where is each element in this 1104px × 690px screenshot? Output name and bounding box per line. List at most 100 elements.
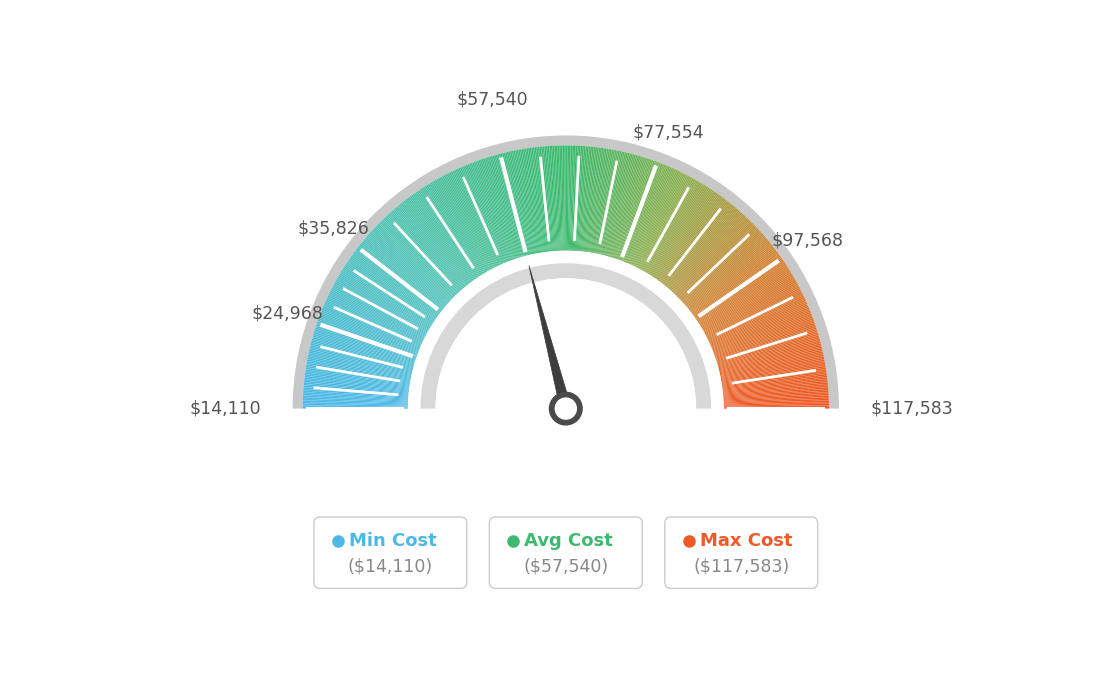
Wedge shape bbox=[582, 147, 594, 252]
Wedge shape bbox=[407, 250, 724, 408]
Wedge shape bbox=[671, 213, 743, 292]
Wedge shape bbox=[602, 152, 626, 255]
Wedge shape bbox=[541, 146, 552, 251]
Wedge shape bbox=[302, 405, 407, 408]
Wedge shape bbox=[678, 223, 753, 297]
Wedge shape bbox=[564, 146, 565, 250]
Wedge shape bbox=[302, 394, 408, 401]
Wedge shape bbox=[496, 155, 524, 257]
Wedge shape bbox=[723, 394, 829, 401]
Wedge shape bbox=[713, 315, 813, 353]
Wedge shape bbox=[553, 146, 559, 251]
Wedge shape bbox=[304, 381, 408, 393]
Wedge shape bbox=[723, 382, 828, 394]
Wedge shape bbox=[718, 335, 819, 366]
Wedge shape bbox=[302, 404, 408, 406]
Wedge shape bbox=[304, 387, 408, 397]
Wedge shape bbox=[327, 297, 423, 342]
Wedge shape bbox=[722, 368, 826, 385]
Wedge shape bbox=[601, 152, 625, 255]
Wedge shape bbox=[723, 400, 829, 404]
Wedge shape bbox=[414, 193, 476, 279]
Wedge shape bbox=[376, 225, 453, 299]
Wedge shape bbox=[595, 150, 617, 254]
Wedge shape bbox=[590, 148, 607, 253]
Wedge shape bbox=[305, 371, 410, 387]
Text: ($117,583): ($117,583) bbox=[693, 558, 789, 575]
Wedge shape bbox=[709, 297, 805, 342]
Wedge shape bbox=[634, 171, 681, 266]
Wedge shape bbox=[722, 366, 826, 384]
Wedge shape bbox=[647, 183, 702, 274]
Wedge shape bbox=[646, 181, 700, 273]
Wedge shape bbox=[435, 278, 697, 408]
Wedge shape bbox=[707, 288, 800, 337]
Wedge shape bbox=[302, 407, 407, 408]
Wedge shape bbox=[723, 379, 827, 392]
Wedge shape bbox=[655, 191, 715, 279]
Wedge shape bbox=[723, 388, 828, 397]
Wedge shape bbox=[439, 177, 490, 270]
Wedge shape bbox=[614, 158, 647, 259]
Wedge shape bbox=[363, 239, 445, 308]
Wedge shape bbox=[671, 213, 742, 291]
Wedge shape bbox=[442, 176, 492, 269]
Wedge shape bbox=[320, 313, 418, 353]
Wedge shape bbox=[626, 165, 667, 263]
Wedge shape bbox=[406, 199, 470, 283]
Wedge shape bbox=[517, 150, 538, 253]
Wedge shape bbox=[304, 382, 408, 394]
Wedge shape bbox=[305, 373, 410, 388]
Wedge shape bbox=[352, 254, 438, 317]
Wedge shape bbox=[558, 146, 562, 250]
Wedge shape bbox=[530, 148, 545, 253]
Wedge shape bbox=[707, 290, 802, 339]
Wedge shape bbox=[707, 289, 802, 338]
Wedge shape bbox=[318, 318, 417, 355]
Wedge shape bbox=[584, 147, 597, 252]
Wedge shape bbox=[721, 362, 825, 382]
Wedge shape bbox=[650, 186, 708, 276]
Wedge shape bbox=[511, 150, 534, 254]
Wedge shape bbox=[310, 345, 413, 371]
Wedge shape bbox=[569, 146, 572, 250]
Wedge shape bbox=[710, 299, 806, 344]
Wedge shape bbox=[421, 264, 711, 408]
Wedge shape bbox=[421, 188, 479, 277]
Wedge shape bbox=[575, 146, 584, 251]
Wedge shape bbox=[493, 155, 523, 257]
Wedge shape bbox=[323, 304, 421, 347]
Wedge shape bbox=[691, 248, 776, 313]
Wedge shape bbox=[639, 176, 690, 269]
Wedge shape bbox=[687, 239, 768, 308]
Wedge shape bbox=[369, 233, 448, 304]
Wedge shape bbox=[721, 364, 826, 383]
Wedge shape bbox=[461, 166, 505, 264]
Wedge shape bbox=[716, 327, 817, 361]
Wedge shape bbox=[394, 208, 464, 289]
Wedge shape bbox=[509, 151, 532, 255]
Wedge shape bbox=[640, 177, 691, 270]
Wedge shape bbox=[573, 146, 578, 251]
Wedge shape bbox=[342, 268, 433, 325]
Wedge shape bbox=[682, 231, 761, 303]
Wedge shape bbox=[690, 246, 774, 312]
Wedge shape bbox=[379, 223, 454, 297]
Wedge shape bbox=[350, 257, 437, 318]
Wedge shape bbox=[385, 216, 458, 293]
Wedge shape bbox=[312, 335, 414, 366]
Wedge shape bbox=[302, 399, 408, 404]
Wedge shape bbox=[427, 184, 484, 274]
Wedge shape bbox=[588, 148, 605, 253]
Text: $117,583: $117,583 bbox=[870, 400, 953, 417]
Wedge shape bbox=[540, 146, 551, 252]
Wedge shape bbox=[362, 241, 444, 308]
Wedge shape bbox=[620, 161, 658, 261]
Wedge shape bbox=[576, 146, 585, 251]
Wedge shape bbox=[609, 156, 640, 257]
Wedge shape bbox=[592, 149, 611, 253]
Wedge shape bbox=[348, 259, 436, 320]
Wedge shape bbox=[711, 304, 808, 347]
Wedge shape bbox=[355, 248, 440, 313]
Wedge shape bbox=[346, 264, 434, 322]
